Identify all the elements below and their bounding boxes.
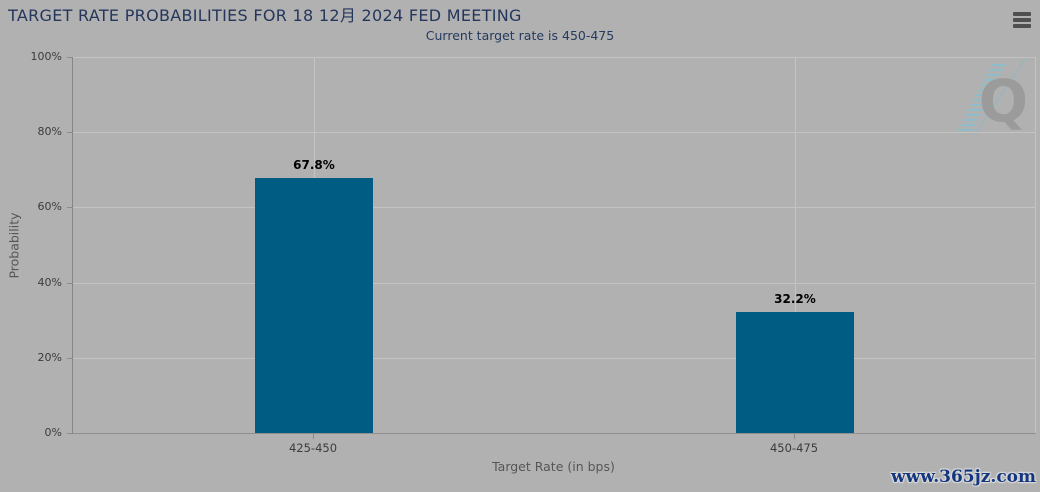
x-gridline: [795, 57, 796, 433]
plot-area: Q 67.8% 32.2%: [72, 57, 1036, 434]
plot-right-border: [1035, 57, 1036, 433]
logo-diagonal-line: [973, 58, 1027, 135]
chart-title: TARGET RATE PROBABILITIES FOR 18 12月 202…: [8, 6, 522, 25]
hamburger-bar: [1013, 18, 1031, 22]
hamburger-bar: [1013, 24, 1031, 28]
bar-data-label: 32.2%: [774, 292, 816, 306]
y-tick-label: 60%: [37, 200, 62, 213]
y-tick-mark: [67, 132, 72, 133]
y-tick-label: 0%: [44, 426, 62, 439]
hamburger-bar: [1013, 12, 1031, 16]
x-tick-label: 450-475: [769, 441, 819, 455]
y-gridline: [73, 132, 1036, 134]
y-tick-mark: [67, 358, 72, 359]
y-gridline: [73, 207, 1036, 209]
y-tick-label: 80%: [37, 125, 62, 138]
chart-subtitle: Current target rate is 450-475: [425, 28, 615, 43]
logo-q-letter: Q: [978, 67, 1028, 135]
y-tick-label: 100%: [30, 50, 62, 63]
y-tick-mark: [67, 283, 72, 284]
y-axis-title: Probability: [6, 212, 22, 279]
x-tick-mark: [313, 434, 314, 439]
y-tick-mark: [67, 57, 72, 58]
hamburger-menu-icon[interactable]: [1011, 10, 1033, 29]
logo-stripes-decoration: [956, 64, 1006, 134]
x-axis-title: Target Rate (in bps): [492, 459, 615, 474]
bar-425-450[interactable]: [255, 178, 373, 433]
x-tick-label: 425-450: [288, 441, 338, 455]
y-tick-label: 20%: [37, 351, 62, 364]
x-tick-mark: [794, 434, 795, 439]
y-gridline: [73, 57, 1036, 58]
y-gridline: [73, 282, 1036, 284]
bar-450-475[interactable]: [736, 312, 854, 433]
y-tick-mark: [67, 207, 72, 208]
site-watermark: www.365jz.com: [891, 467, 1036, 487]
y-tick-mark: [67, 433, 72, 434]
y-gridline: [73, 357, 1036, 359]
quikstrike-logo-watermark: Q: [956, 58, 1032, 138]
y-tick-label: 40%: [37, 276, 62, 289]
bar-data-label: 67.8%: [293, 158, 335, 172]
